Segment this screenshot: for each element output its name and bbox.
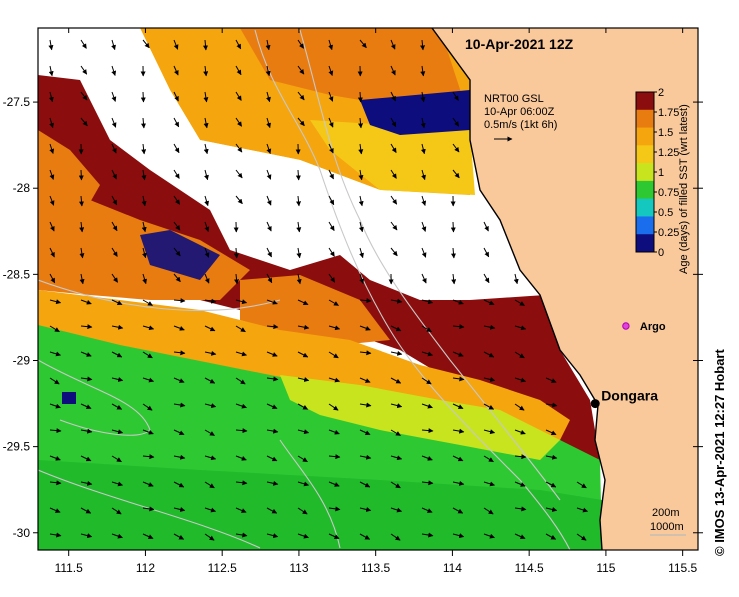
sst-age-field [38,28,698,550]
y-tick-label: -29 [13,353,31,367]
argo-label: Argo [640,321,666,333]
current-arrow [360,92,361,102]
argo-marker [623,323,629,329]
colorbar-swatch [636,163,654,181]
current-arrow [143,92,144,102]
y-tick-label: -30 [13,526,31,540]
dongara-marker [591,399,600,408]
colorbar-tick-label: 0.5 [658,207,673,219]
colorbar-swatch [636,128,654,146]
x-tick-label: 114.5 [515,561,544,575]
y-tick-label: -27.5 [3,95,31,109]
colorbar-swatch [636,110,654,128]
colorbar-tick-label: 0.25 [658,227,679,239]
colorbar-tick-label: 0 [658,247,664,259]
current-arrow [453,222,454,232]
current-legend-line2: 10-Apr 06:00Z [484,106,555,118]
colorbar-swatch [636,234,654,252]
contour-legend-1000m: 1000m [650,521,684,533]
current-legend-line3: 0.5m/s (1kt 6h) [484,119,557,131]
colorbar-swatch [636,145,654,163]
colorbar-swatch [636,92,654,110]
colorbar-tick-label: 1.25 [658,147,679,159]
x-tick-label: 115.5 [668,561,697,575]
current-legend-line1: NRT00 GSL [484,93,544,105]
colorbar-swatch [636,181,654,199]
y-tick-label: -29.5 [3,440,31,454]
contour-legend-200m: 200m [652,507,680,519]
colorbar-tick-label: 0.75 [658,187,679,199]
colorbar-tick-label: 2 [658,87,664,99]
x-tick-label: 113.5 [361,561,390,575]
current-arrow [236,248,237,258]
x-tick-label: 113 [289,561,308,575]
x-tick-label: 115 [596,561,615,575]
credit-text: © IMOS 13-Apr-2021 12:27 Hobart [712,349,727,556]
x-tick-label: 111.5 [55,561,84,575]
colorbar-swatch [636,216,654,234]
x-tick-label: 114 [443,561,462,575]
map-title: 10-Apr-2021 12Z [465,36,574,52]
y-tick-label: -28 [13,181,31,195]
colorbar-swatch [636,199,654,217]
current-arrow [81,170,82,180]
current-arrow [298,170,299,180]
colorbar-tick-label: 1.5 [658,127,673,139]
x-tick-label: 112.5 [208,561,237,575]
colorbar-tick-label: 1 [658,167,664,179]
dongara-label: Dongara [601,388,658,404]
colorbar-tick-label: 1.75 [658,107,679,119]
x-tick-label: 112 [136,561,155,575]
colorbar-label: Age (days) of filled SST (wrt latest) [678,104,690,274]
y-tick-label: -28.5 [3,267,31,281]
